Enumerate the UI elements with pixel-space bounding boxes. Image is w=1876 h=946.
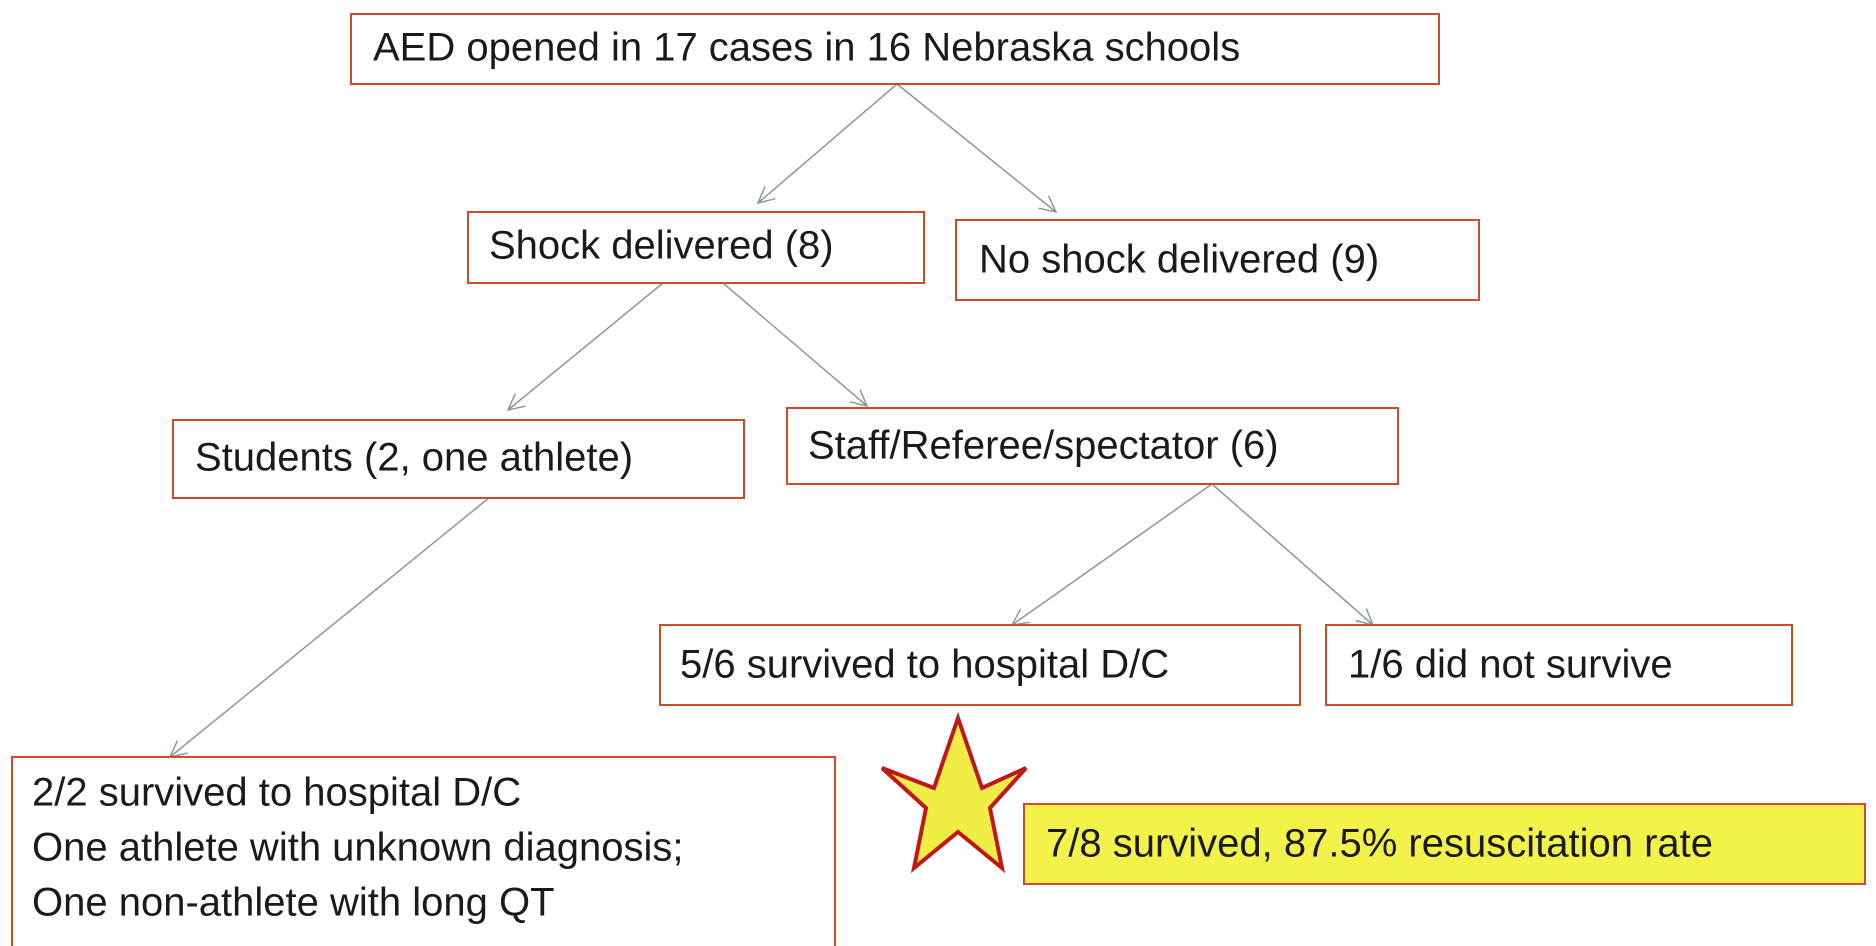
star [880,711,1028,874]
node-line: One non-athlete with long QT [32,881,555,925]
node-box [786,407,1399,485]
node-label: AED opened in 17 cases in 16 Nebraska sc… [373,26,1240,70]
arrow [1211,483,1375,627]
node-box [350,13,1440,85]
node-label: Staff/Referee/spectator (6) [808,424,1279,468]
arrow [896,83,1058,214]
node-box [467,211,925,284]
node-box [172,419,745,499]
arrow [1010,483,1213,626]
summary-label: 7/8 survived, 87.5% resuscitation rate [1046,822,1713,866]
node-label: 1/6 did not survive [1348,643,1673,687]
node-label: Students (2, one athlete) [195,436,633,480]
arrow [506,282,664,412]
node-box [11,756,836,946]
arrow [756,83,898,205]
node-label: 5/6 survived to hospital D/C [680,643,1169,687]
node-box [1325,624,1793,706]
node-label: No shock delivered (9) [979,238,1379,282]
node-label: Shock delivered (8) [489,224,834,268]
node-box [955,219,1480,301]
node-line: 2/2 survived to hospital D/C [32,771,521,815]
node-line: One athlete with unknown diagnosis; [32,826,684,870]
node-box [659,624,1301,706]
summary-box [1023,803,1866,885]
arrow [722,282,869,408]
arrow [168,496,491,759]
arrows [168,83,1375,759]
